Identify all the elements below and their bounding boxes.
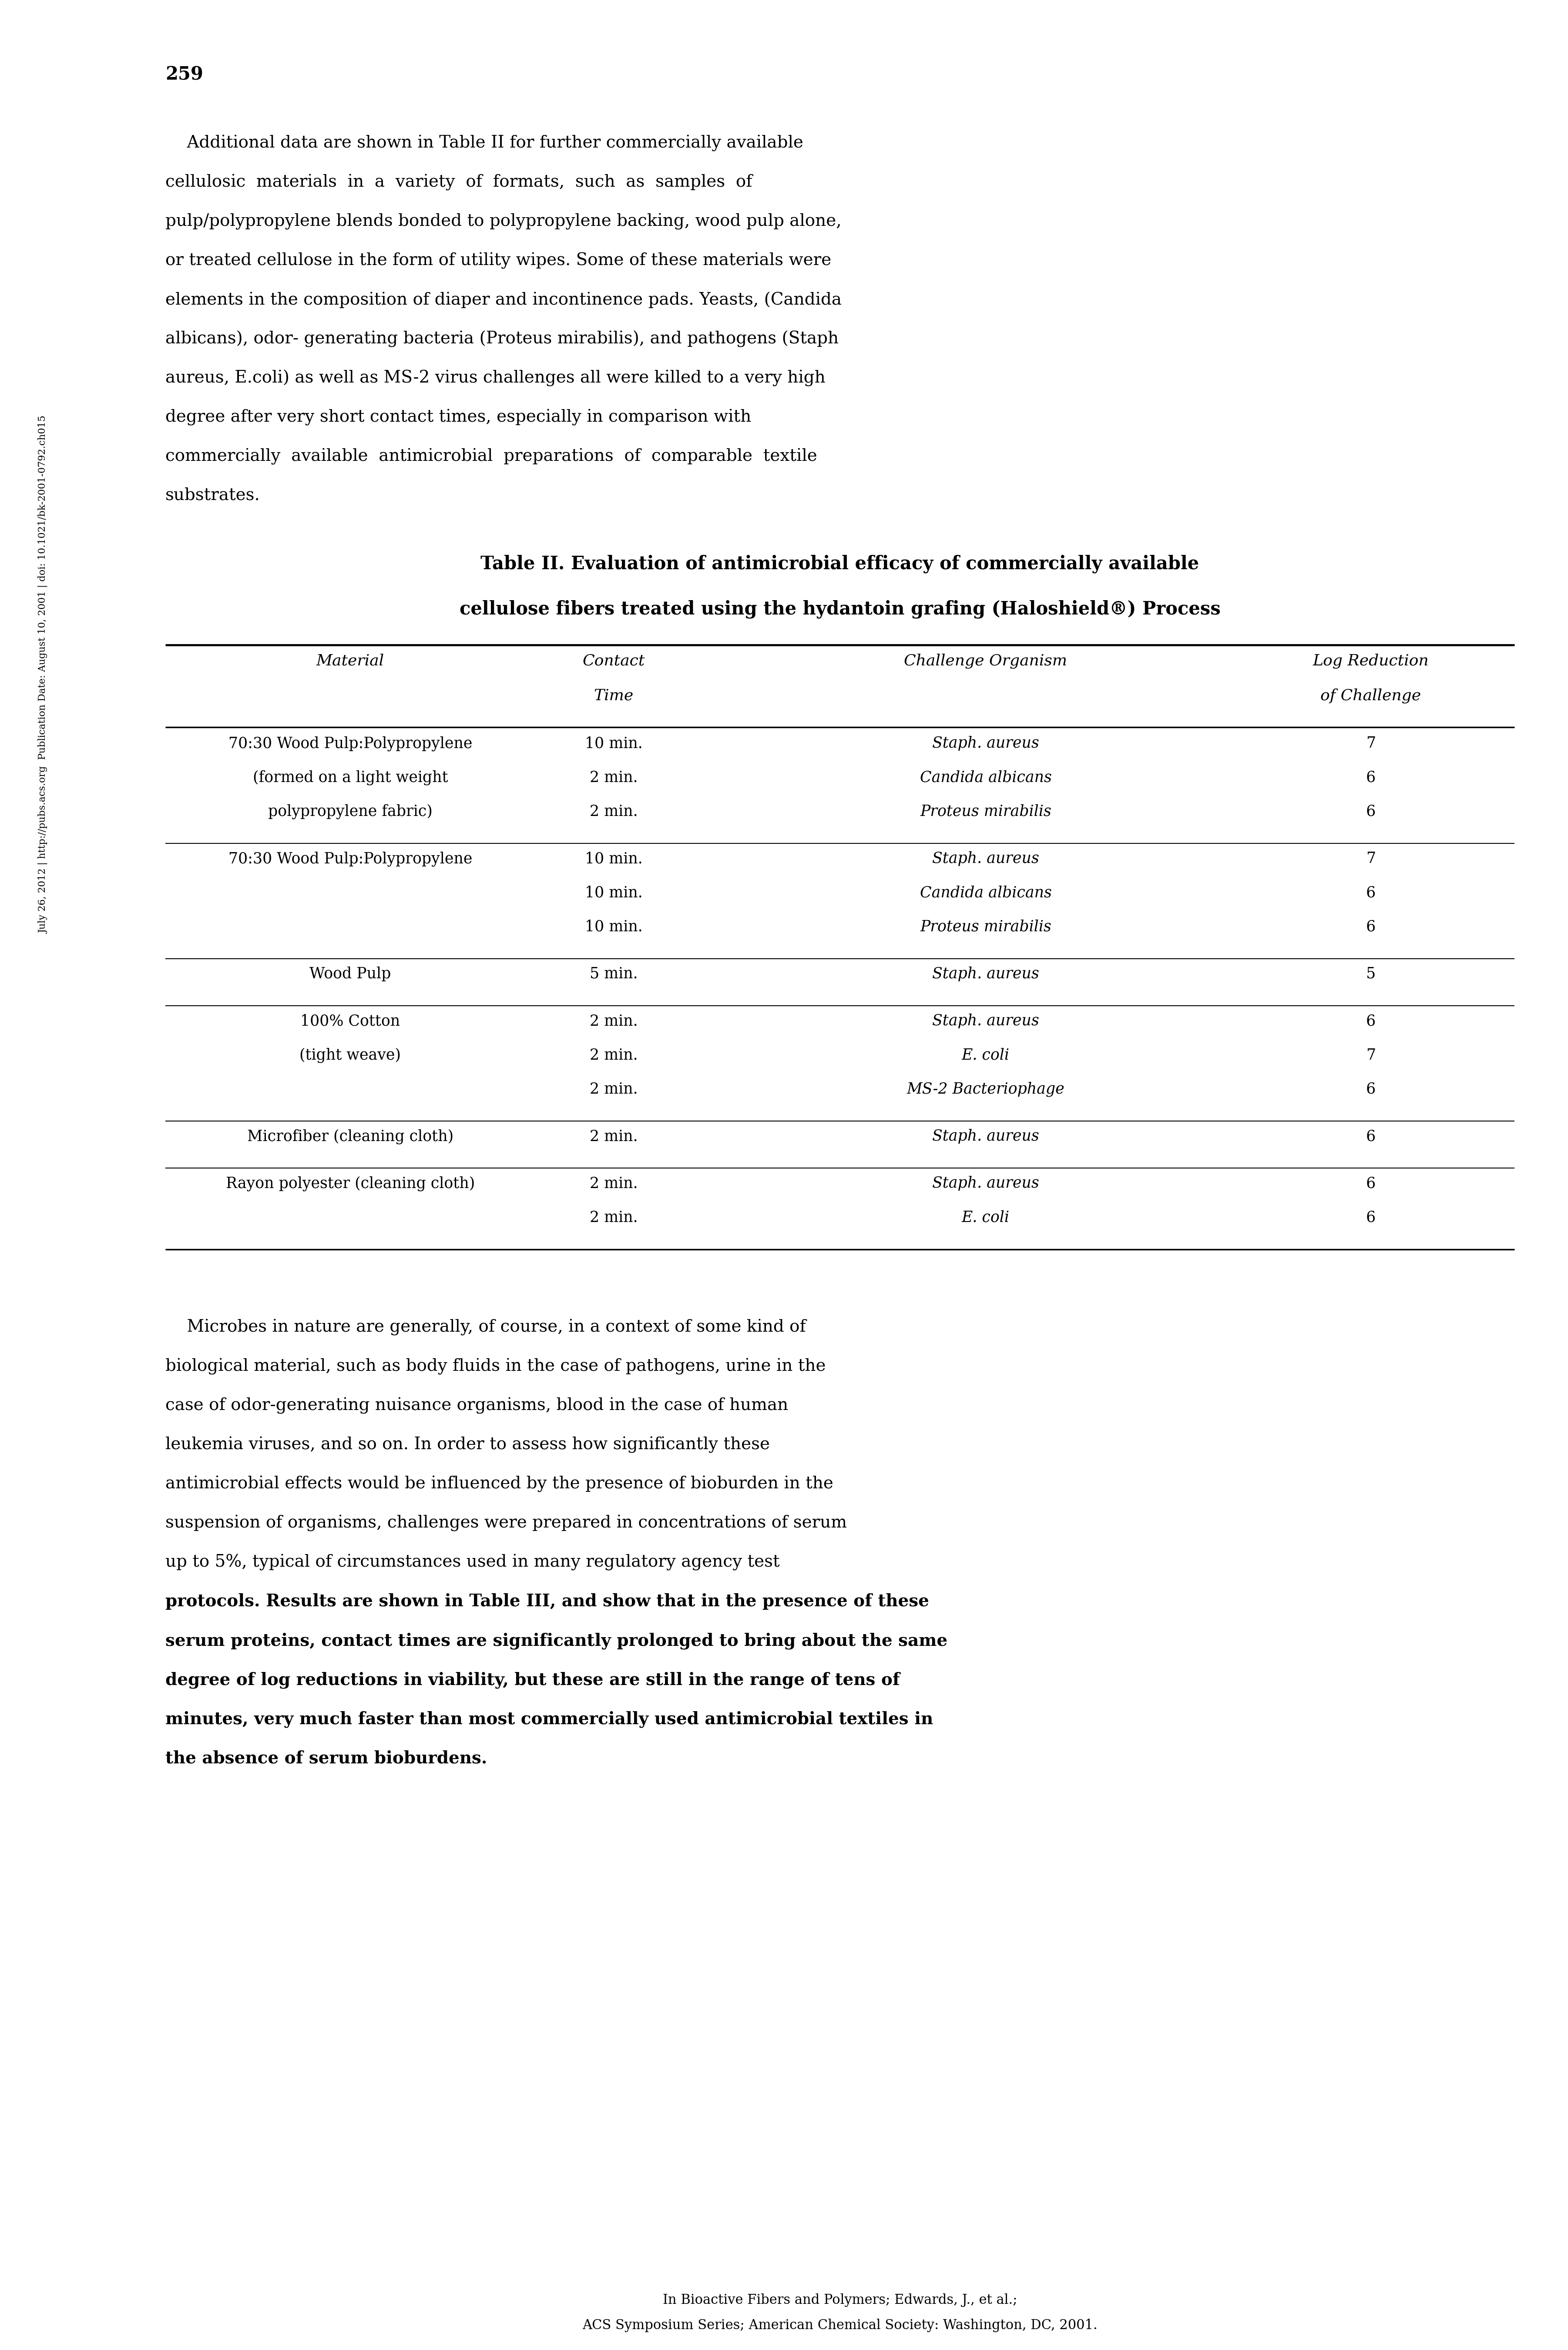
Text: 100% Cotton: 100% Cotton [301,1013,400,1029]
Text: 6: 6 [1366,886,1375,900]
Text: aureus, E.coli) as well as MS-2 virus challenges all were killed to a very high: aureus, E.coli) as well as MS-2 virus ch… [165,369,825,388]
Text: E. coli: E. coli [961,1210,1010,1224]
Text: 10 min.: 10 min. [585,851,643,867]
Text: Candida albicans: Candida albicans [920,886,1052,900]
Text: minutes, very much faster than most commercially used antimicrobial textiles in: minutes, very much faster than most comm… [165,1711,933,1727]
Text: Microbes in nature are generally, of course, in a context of some kind of: Microbes in nature are generally, of cou… [165,1318,806,1335]
Text: Proteus mirabilis: Proteus mirabilis [920,919,1052,935]
Text: 5: 5 [1366,966,1375,982]
Text: 6: 6 [1366,1210,1375,1224]
Text: Additional data are shown in Table II for further commercially available: Additional data are shown in Table II fo… [165,134,803,150]
Text: Staph. aureus: Staph. aureus [933,736,1040,750]
Text: In Bioactive Fibers and Polymers; Edwards, J., et al.;: In Bioactive Fibers and Polymers; Edward… [663,2294,1018,2308]
Text: 6: 6 [1366,919,1375,935]
Text: 2 min.: 2 min. [590,1128,638,1144]
Text: up to 5%, typical of circumstances used in many regulatory agency test: up to 5%, typical of circumstances used … [165,1553,779,1570]
Text: cellulose fibers treated using the hydantoin grafing (Haloshield®) Process: cellulose fibers treated using the hydan… [459,599,1220,618]
Text: 70:30 Wood Pulp:Polypropylene: 70:30 Wood Pulp:Polypropylene [229,736,472,752]
Text: July 26, 2012 | http://pubs.acs.org  Publication Date: August 10, 2001 | doi: 10: July 26, 2012 | http://pubs.acs.org Publ… [39,416,49,933]
Text: Staph. aureus: Staph. aureus [933,966,1040,982]
Text: of Challenge: of Challenge [1320,689,1421,703]
Text: Rayon polyester (cleaning cloth): Rayon polyester (cleaning cloth) [226,1175,475,1191]
Text: 6: 6 [1366,1128,1375,1144]
Text: suspension of organisms, challenges were prepared in concentrations of serum: suspension of organisms, challenges were… [165,1516,847,1532]
Text: 6: 6 [1366,1013,1375,1029]
Text: (tight weave): (tight weave) [299,1048,401,1062]
Text: Contact: Contact [582,653,644,667]
Text: 10 min.: 10 min. [585,886,643,900]
Text: 6: 6 [1366,804,1375,818]
Text: MS-2 Bacteriophage: MS-2 Bacteriophage [906,1081,1065,1097]
Text: degree of log reductions in viability, but these are still in the range of tens : degree of log reductions in viability, b… [165,1671,900,1687]
Text: Table II. Evaluation of antimicrobial efficacy of commercially available: Table II. Evaluation of antimicrobial ef… [481,555,1200,573]
Text: biological material, such as body fluids in the case of pathogens, urine in the: biological material, such as body fluids… [165,1358,826,1375]
Text: serum proteins, contact times are significantly prolonged to bring about the sam: serum proteins, contact times are signif… [165,1633,947,1650]
Text: Staph. aureus: Staph. aureus [933,1175,1040,1191]
Text: 2 min.: 2 min. [590,1013,638,1029]
Text: albicans), odor- generating bacteria (Proteus mirabilis), and pathogens (Staph: albicans), odor- generating bacteria (Pr… [165,331,839,348]
Text: ACS Symposium Series; American Chemical Society: Washington, DC, 2001.: ACS Symposium Series; American Chemical … [582,2319,1098,2331]
Text: 10 min.: 10 min. [585,919,643,935]
Text: 6: 6 [1366,1175,1375,1191]
Text: 7: 7 [1366,736,1375,750]
Text: 7: 7 [1366,1048,1375,1062]
Text: 70:30 Wood Pulp:Polypropylene: 70:30 Wood Pulp:Polypropylene [229,851,472,867]
Text: commercially  available  antimicrobial  preparations  of  comparable  textile: commercially available antimicrobial pre… [165,449,817,465]
Text: 6: 6 [1366,771,1375,785]
Text: 259: 259 [165,66,204,85]
Text: leukemia viruses, and so on. In order to assess how significantly these: leukemia viruses, and so on. In order to… [165,1436,770,1452]
Text: Candida albicans: Candida albicans [920,771,1052,785]
Text: Time: Time [594,689,633,703]
Text: 2 min.: 2 min. [590,1175,638,1191]
Text: 2 min.: 2 min. [590,1081,638,1097]
Text: 10 min.: 10 min. [585,736,643,750]
Text: Wood Pulp: Wood Pulp [309,966,390,982]
Text: case of odor-generating nuisance organisms, blood in the case of human: case of odor-generating nuisance organis… [165,1398,789,1415]
Text: or treated cellulose in the form of utility wipes. Some of these materials were: or treated cellulose in the form of util… [165,251,831,268]
Text: elements in the composition of diaper and incontinence pads. Yeasts, (Candida: elements in the composition of diaper an… [165,291,842,308]
Text: polypropylene fabric): polypropylene fabric) [268,804,433,820]
Text: 6: 6 [1366,1081,1375,1097]
Text: pulp/polypropylene blends bonded to polypropylene backing, wood pulp alone,: pulp/polypropylene blends bonded to poly… [165,214,842,230]
Text: the absence of serum bioburdens.: the absence of serum bioburdens. [165,1751,488,1767]
Text: degree after very short contact times, especially in comparison with: degree after very short contact times, e… [165,409,751,425]
Text: Material: Material [317,653,384,667]
Text: protocols. Results are shown in Table III, and show that in the presence of thes: protocols. Results are shown in Table II… [165,1593,930,1610]
Text: 2 min.: 2 min. [590,771,638,785]
Text: 7: 7 [1366,851,1375,867]
Text: 5 min.: 5 min. [590,966,638,982]
Text: cellulosic  materials  in  a  variety  of  formats,  such  as  samples  of: cellulosic materials in a variety of for… [165,174,753,190]
Text: 2 min.: 2 min. [590,1210,638,1224]
Text: 2 min.: 2 min. [590,1048,638,1062]
Text: (formed on a light weight: (formed on a light weight [252,771,448,785]
Text: Staph. aureus: Staph. aureus [933,1013,1040,1029]
Text: E. coli: E. coli [961,1048,1010,1062]
Text: 2 min.: 2 min. [590,804,638,818]
Text: Microfiber (cleaning cloth): Microfiber (cleaning cloth) [248,1128,453,1144]
Text: Challenge Organism: Challenge Organism [905,653,1068,670]
Text: antimicrobial effects would be influenced by the presence of bioburden in the: antimicrobial effects would be influence… [165,1476,833,1492]
Text: Proteus mirabilis: Proteus mirabilis [920,804,1052,818]
Text: Staph. aureus: Staph. aureus [933,1128,1040,1144]
Text: substrates.: substrates. [165,486,260,503]
Text: Staph. aureus: Staph. aureus [933,851,1040,867]
Text: Log Reduction: Log Reduction [1312,653,1428,670]
